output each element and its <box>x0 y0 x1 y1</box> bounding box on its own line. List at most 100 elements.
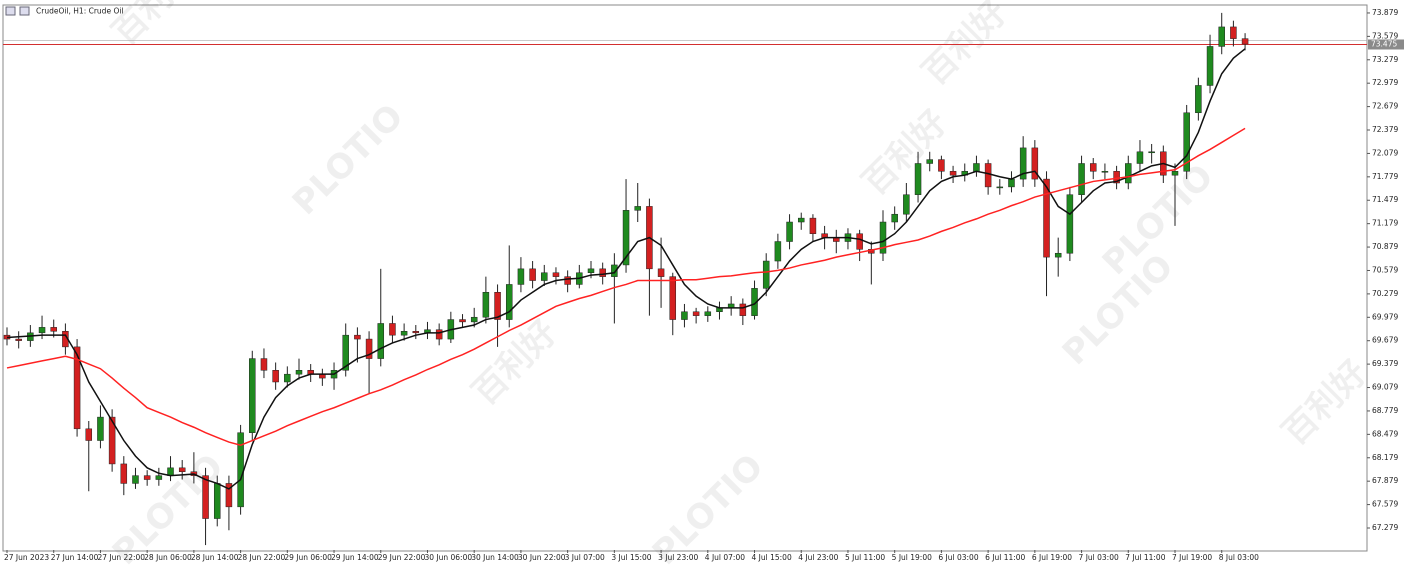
candle-body <box>155 475 163 480</box>
candle-body <box>669 276 677 320</box>
candle-body <box>1066 194 1074 254</box>
candle-body <box>108 416 116 465</box>
x-tick-label: 7 Jul 11:00 <box>1125 553 1165 562</box>
moving-average <box>6 127 1246 446</box>
candle-body <box>1101 171 1109 173</box>
candle-body <box>517 268 525 285</box>
candle-body <box>552 272 560 277</box>
y-tick-label: 67.579 <box>1372 500 1398 509</box>
candle-body <box>459 319 466 323</box>
candle-body <box>1136 151 1144 164</box>
x-tick-label: 28 Jun 06:00 <box>144 553 192 562</box>
candle-body <box>914 163 922 195</box>
candle-body <box>774 241 782 262</box>
y-tick-label: 67.879 <box>1372 476 1398 485</box>
y-tick-label: 68.179 <box>1372 453 1398 462</box>
y-tick-label: 70.579 <box>1372 265 1398 274</box>
candle-body <box>482 291 490 318</box>
x-tick-label: 30 Jun 14:00 <box>471 553 519 562</box>
candle-body <box>15 338 22 341</box>
y-tick-label: 71.479 <box>1372 195 1398 204</box>
x-tick-label: 27 Jun 2023 <box>4 553 49 562</box>
candle-body <box>1054 252 1062 258</box>
icon <box>5 6 16 16</box>
x-tick-label: 4 Jul 07:00 <box>705 553 745 562</box>
candle-body <box>529 268 536 281</box>
candle-body <box>389 323 396 336</box>
candle-body <box>1078 163 1085 195</box>
x-tick-label: 27 Jun 22:00 <box>97 553 145 562</box>
price-label: 73.475 <box>1371 39 1397 48</box>
candle-body <box>704 311 712 316</box>
candle-body <box>681 311 688 320</box>
candle-body <box>178 467 186 472</box>
candle-body <box>973 163 980 172</box>
x-tick-label: 3 Jul 15:00 <box>611 553 651 562</box>
candle-body <box>365 338 373 359</box>
candle-body <box>1148 151 1155 154</box>
candle-body <box>984 163 992 188</box>
candle-body <box>996 186 1004 189</box>
candle-body <box>120 463 128 484</box>
candle-body <box>762 260 770 289</box>
candle-body <box>505 284 513 320</box>
y-tick-label: 69.079 <box>1372 383 1398 392</box>
candle-body <box>342 334 349 371</box>
candle-body <box>202 475 209 519</box>
candle-body <box>926 159 933 164</box>
candle-body <box>50 327 57 332</box>
x-tick-label: 7 Jul 03:00 <box>1079 553 1119 562</box>
candle-body <box>1008 178 1015 188</box>
candle-body <box>260 358 268 371</box>
candle-body <box>891 213 898 223</box>
x-tick-label: 29 Jun 14:00 <box>331 553 379 562</box>
candle-body <box>412 331 420 334</box>
candle-body <box>213 483 221 519</box>
x-tick-label: 7 Jul 19:00 <box>1172 553 1212 562</box>
y-tick-label: 68.779 <box>1372 406 1398 415</box>
x-tick-label: 28 Jun 14:00 <box>191 553 239 562</box>
y-tick-label: 72.679 <box>1372 102 1398 111</box>
x-tick-label: 5 Jul 11:00 <box>845 553 885 562</box>
candle-body <box>938 159 945 172</box>
candle-body <box>809 217 817 234</box>
y-tick-label: 71.779 <box>1372 172 1398 181</box>
candle-body <box>1218 26 1225 47</box>
candle-body <box>657 268 665 277</box>
y-tick-label: 73.579 <box>1372 31 1398 40</box>
candle-body <box>622 210 630 266</box>
y-tick-label: 67.279 <box>1372 523 1398 532</box>
candle-body <box>38 327 46 334</box>
candle-body <box>1206 46 1214 86</box>
candle-body <box>272 370 279 383</box>
x-tick-label: 29 Jun 22:00 <box>378 553 426 562</box>
candle-body <box>692 311 700 316</box>
candle-body <box>541 272 548 281</box>
candle-body <box>400 331 408 336</box>
candle-body <box>1043 178 1050 258</box>
candle-body <box>1113 171 1120 184</box>
y-tick-label: 69.679 <box>1372 336 1398 345</box>
y-tick-label: 69.979 <box>1372 312 1398 321</box>
y-tick-label: 72.979 <box>1372 78 1398 87</box>
candle-body <box>611 264 618 277</box>
candle-body <box>249 358 256 433</box>
x-tick-label: 30 Jun 22:00 <box>518 553 566 562</box>
candle-body <box>587 268 595 273</box>
candle-body <box>739 303 747 316</box>
candle-body <box>1230 26 1237 39</box>
x-tick-label: 4 Jul 15:00 <box>752 553 792 562</box>
x-tick-label: 8 Jul 03:00 <box>1219 553 1259 562</box>
x-tick-label: 30 Jun 06:00 <box>424 553 472 562</box>
x-tick-label: 6 Jul 19:00 <box>1032 553 1072 562</box>
candle-body <box>564 276 571 285</box>
candle-body <box>85 428 93 441</box>
x-tick-label: 3 Jul 07:00 <box>565 553 605 562</box>
x-tick-label: 6 Jul 03:00 <box>938 553 978 562</box>
candle-body <box>470 316 478 323</box>
x-tick-label: 3 Jul 23:00 <box>658 553 698 562</box>
candle-body <box>599 268 606 277</box>
candle-body <box>284 373 291 383</box>
candle-body <box>225 483 233 508</box>
